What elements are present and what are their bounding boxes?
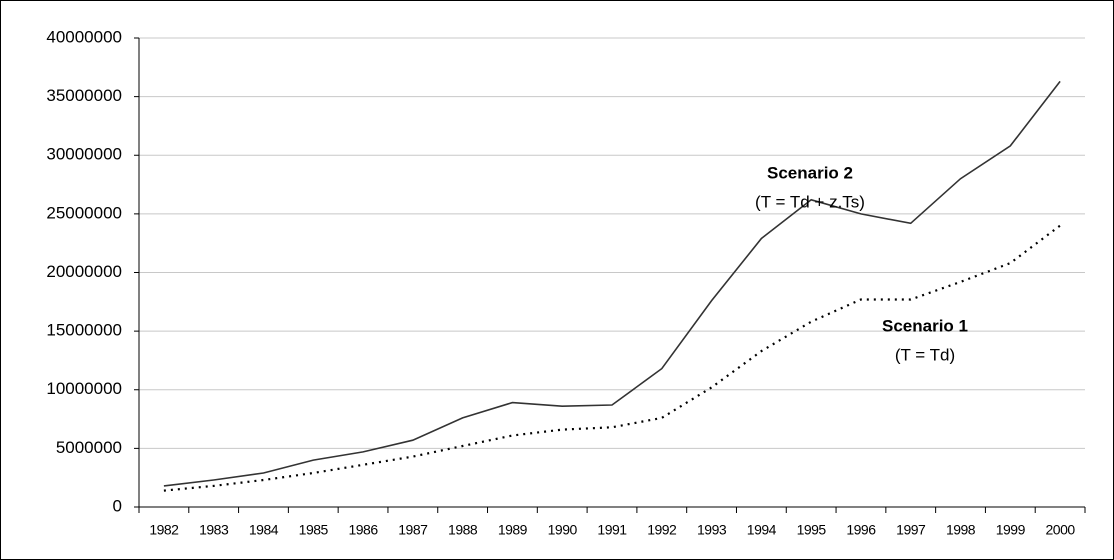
series-line: [163, 224, 1061, 492]
x-tick-label: 1988: [448, 522, 478, 538]
x-tick-label: 1998: [946, 522, 976, 538]
x-tick-label: 1990: [548, 522, 578, 538]
series-label: Scenario 1: [882, 316, 968, 335]
y-tick-label: 30000000: [46, 145, 122, 164]
x-tick-label: 1997: [896, 522, 926, 538]
x-tick-label: 1986: [348, 522, 378, 538]
y-tick-label: 25000000: [46, 203, 122, 222]
series-annotation: (T = Td): [895, 345, 955, 364]
x-tick-label: 1993: [697, 522, 727, 538]
x-tick-label: 1994: [747, 522, 777, 538]
y-tick-label: 35000000: [46, 86, 122, 105]
x-tick-label: 2000: [1046, 522, 1076, 538]
y-tick-label: 20000000: [46, 262, 122, 281]
y-tick-label: 10000000: [46, 379, 122, 398]
y-tick-label: 0: [113, 496, 122, 515]
series-annotation: (T = Td + z.Ts): [755, 192, 865, 211]
series-label: Scenario 2: [767, 163, 853, 182]
y-tick-label: 5000000: [56, 438, 122, 457]
x-tick-label: 1991: [597, 522, 627, 538]
x-tick-label: 1982: [149, 522, 179, 538]
x-tick-label: 1992: [647, 522, 677, 538]
x-tick-label: 1989: [498, 522, 528, 538]
x-tick-label: 1985: [299, 522, 329, 538]
x-tick-label: 1983: [199, 522, 229, 538]
y-tick-label: 15000000: [46, 321, 122, 340]
x-tick-label: 1999: [996, 522, 1026, 538]
x-tick-label: 1995: [797, 522, 827, 538]
series-line: [163, 80, 1061, 487]
x-tick-label: 1984: [249, 522, 279, 538]
y-tick-label: 40000000: [46, 27, 122, 46]
x-tick-label: 1987: [398, 522, 428, 538]
x-tick-label: 1996: [846, 522, 876, 538]
